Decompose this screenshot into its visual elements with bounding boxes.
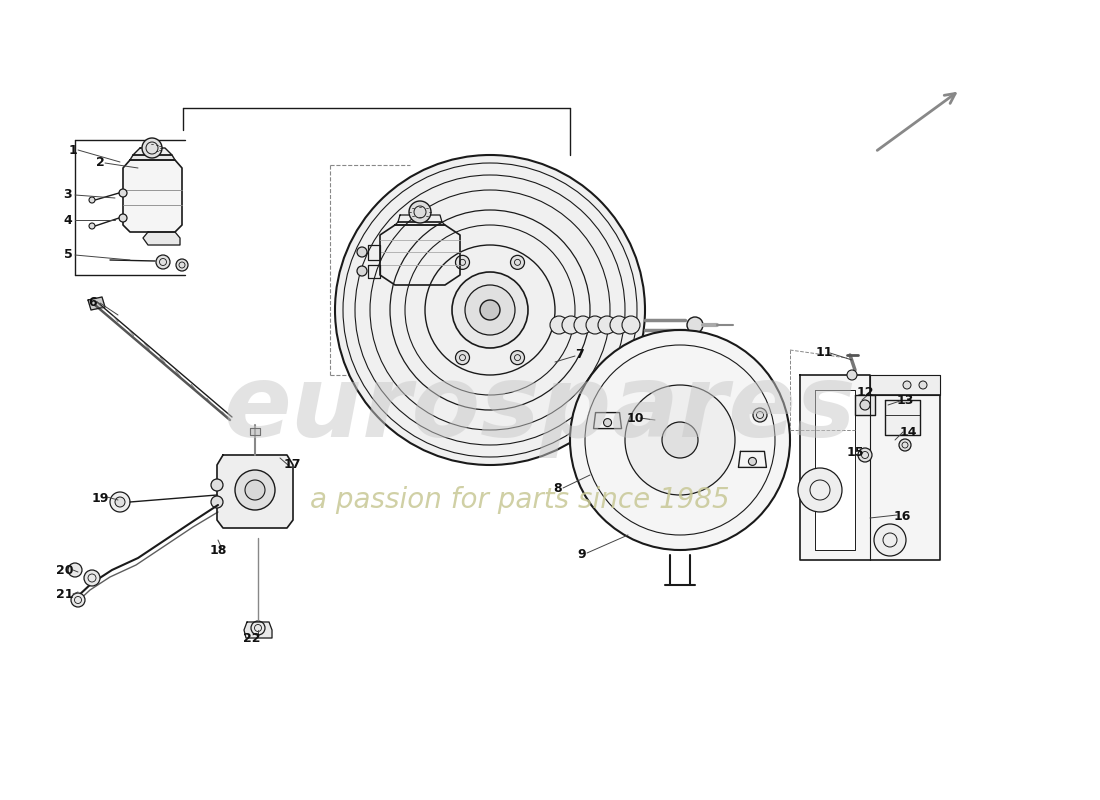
Circle shape (510, 255, 525, 270)
Circle shape (754, 408, 767, 422)
Polygon shape (368, 245, 379, 260)
Circle shape (598, 316, 616, 334)
Polygon shape (398, 215, 442, 222)
Text: 6: 6 (89, 295, 97, 309)
Circle shape (480, 300, 501, 320)
Circle shape (156, 255, 170, 269)
Circle shape (574, 316, 592, 334)
Text: 3: 3 (64, 189, 73, 202)
Text: 8: 8 (553, 482, 562, 494)
Circle shape (465, 285, 515, 335)
Circle shape (68, 563, 82, 577)
Text: 17: 17 (284, 458, 300, 471)
Polygon shape (870, 375, 940, 395)
Circle shape (570, 330, 790, 550)
Text: 22: 22 (243, 631, 261, 645)
Polygon shape (855, 395, 875, 415)
Circle shape (586, 316, 604, 334)
Circle shape (211, 496, 223, 508)
Text: 20: 20 (56, 563, 74, 577)
Circle shape (903, 381, 911, 389)
Polygon shape (88, 297, 104, 310)
Circle shape (211, 479, 223, 491)
Text: 5: 5 (64, 249, 73, 262)
Text: 4: 4 (64, 214, 73, 226)
Circle shape (110, 492, 130, 512)
Polygon shape (217, 455, 293, 528)
Text: 21: 21 (56, 589, 74, 602)
Text: 14: 14 (900, 426, 916, 438)
Circle shape (336, 155, 645, 465)
Text: 11: 11 (815, 346, 833, 358)
Circle shape (562, 316, 580, 334)
Circle shape (72, 593, 85, 607)
Polygon shape (130, 155, 175, 160)
Circle shape (860, 400, 870, 410)
Circle shape (688, 317, 703, 333)
Polygon shape (594, 413, 621, 429)
Text: 10: 10 (626, 411, 644, 425)
Circle shape (610, 316, 628, 334)
Circle shape (452, 272, 528, 348)
Text: 9: 9 (578, 549, 586, 562)
Circle shape (251, 621, 265, 635)
Circle shape (116, 497, 125, 507)
Circle shape (625, 385, 735, 495)
Polygon shape (395, 222, 446, 225)
Circle shape (119, 189, 126, 197)
Circle shape (142, 138, 162, 158)
Text: 18: 18 (209, 543, 227, 557)
Polygon shape (738, 451, 767, 467)
Text: 2: 2 (96, 157, 104, 170)
Polygon shape (250, 428, 260, 435)
Text: 7: 7 (575, 349, 584, 362)
Text: 16: 16 (893, 510, 911, 522)
Circle shape (245, 480, 265, 500)
Circle shape (235, 470, 275, 510)
Circle shape (798, 468, 842, 512)
Circle shape (119, 214, 126, 222)
Circle shape (748, 458, 757, 466)
Circle shape (604, 418, 612, 426)
Circle shape (358, 266, 367, 276)
Text: 19: 19 (91, 491, 109, 505)
Text: eurospares: eurospares (223, 362, 856, 458)
Circle shape (874, 524, 906, 556)
Circle shape (510, 350, 525, 365)
Polygon shape (379, 225, 460, 285)
Circle shape (455, 350, 470, 365)
Circle shape (358, 247, 367, 257)
Text: a passion for parts since 1985: a passion for parts since 1985 (310, 486, 729, 514)
Polygon shape (143, 232, 180, 245)
Polygon shape (800, 375, 940, 560)
Circle shape (662, 422, 698, 458)
Polygon shape (133, 148, 172, 155)
Text: 12: 12 (856, 386, 873, 398)
Circle shape (89, 197, 95, 203)
Circle shape (89, 223, 95, 229)
Circle shape (176, 259, 188, 271)
Text: 13: 13 (896, 394, 914, 406)
Text: 15: 15 (846, 446, 864, 458)
Polygon shape (244, 622, 272, 638)
Circle shape (858, 448, 872, 462)
Circle shape (84, 570, 100, 586)
Circle shape (899, 439, 911, 451)
Polygon shape (815, 390, 855, 550)
Polygon shape (123, 160, 182, 232)
Polygon shape (368, 265, 379, 278)
Polygon shape (886, 400, 920, 435)
Circle shape (550, 316, 568, 334)
Circle shape (847, 370, 857, 380)
Circle shape (621, 316, 640, 334)
Circle shape (918, 381, 927, 389)
Circle shape (409, 201, 431, 223)
Circle shape (455, 255, 470, 270)
Text: 1: 1 (68, 143, 77, 157)
